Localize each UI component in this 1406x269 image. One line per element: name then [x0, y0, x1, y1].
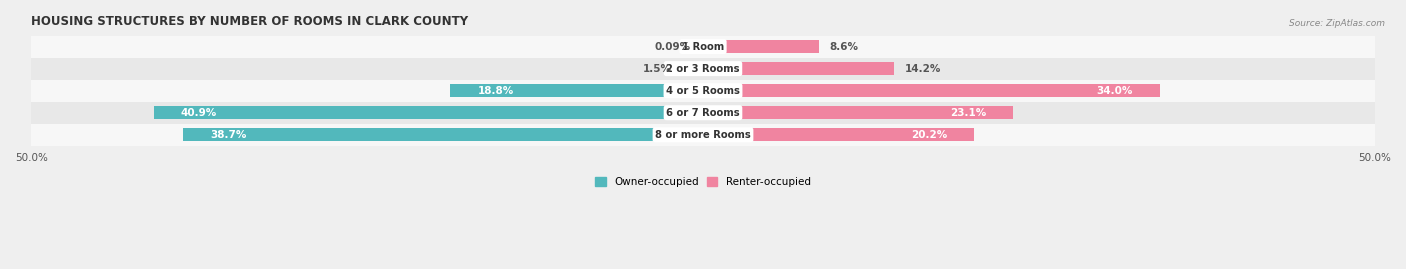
- Bar: [31, 80, 1375, 102]
- Text: 8 or more Rooms: 8 or more Rooms: [655, 130, 751, 140]
- Legend: Owner-occupied, Renter-occupied: Owner-occupied, Renter-occupied: [591, 173, 815, 191]
- Bar: [450, 84, 703, 97]
- Text: 34.0%: 34.0%: [1097, 86, 1133, 96]
- Text: HOUSING STRUCTURES BY NUMBER OF ROOMS IN CLARK COUNTY: HOUSING STRUCTURES BY NUMBER OF ROOMS IN…: [31, 15, 468, 28]
- Bar: [183, 128, 703, 141]
- Bar: [703, 40, 818, 53]
- Bar: [703, 128, 974, 141]
- Text: 6 or 7 Rooms: 6 or 7 Rooms: [666, 108, 740, 118]
- Text: 8.6%: 8.6%: [830, 42, 858, 52]
- Text: 18.8%: 18.8%: [478, 86, 513, 96]
- Text: 23.1%: 23.1%: [950, 108, 987, 118]
- Bar: [31, 102, 1375, 124]
- Text: 1 Room: 1 Room: [682, 42, 724, 52]
- Text: 0.09%: 0.09%: [655, 42, 690, 52]
- Bar: [703, 62, 894, 75]
- Text: 4 or 5 Rooms: 4 or 5 Rooms: [666, 86, 740, 96]
- Bar: [153, 106, 703, 119]
- Text: 1.5%: 1.5%: [643, 63, 672, 74]
- Text: 2 or 3 Rooms: 2 or 3 Rooms: [666, 63, 740, 74]
- Bar: [31, 36, 1375, 58]
- Text: 40.9%: 40.9%: [180, 108, 217, 118]
- Bar: [31, 124, 1375, 146]
- Bar: [683, 62, 703, 75]
- Text: 38.7%: 38.7%: [209, 130, 246, 140]
- Bar: [703, 84, 1160, 97]
- Bar: [703, 106, 1014, 119]
- Bar: [31, 58, 1375, 80]
- Text: 20.2%: 20.2%: [911, 130, 948, 140]
- Text: 14.2%: 14.2%: [904, 63, 941, 74]
- Text: Source: ZipAtlas.com: Source: ZipAtlas.com: [1289, 19, 1385, 28]
